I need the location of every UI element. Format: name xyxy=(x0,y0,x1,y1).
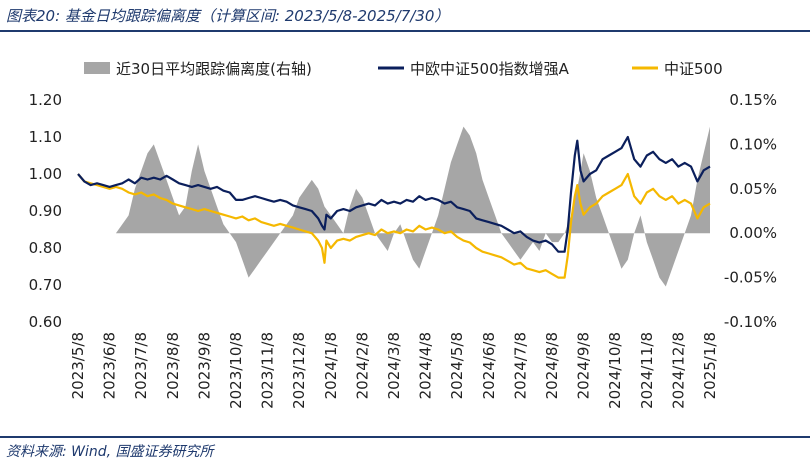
legend-label-index: 中证500 xyxy=(664,60,723,78)
x-axis-tick: 2024/4/8 xyxy=(417,332,435,399)
x-axis-tick: 2024/8/8 xyxy=(543,332,561,399)
right-axis-tick: -0.05% xyxy=(724,269,777,287)
x-axis-tick: 2024/7/8 xyxy=(511,332,529,399)
x-axis-tick: 2023/10/8 xyxy=(227,332,245,409)
series-area-tracking-deviation xyxy=(78,126,710,287)
right-axis-tick: 0.15% xyxy=(729,91,777,109)
x-axis-tick: 2023/12/8 xyxy=(290,332,308,409)
x-axis-tick: 2023/9/8 xyxy=(195,332,213,399)
x-axis-tick: 2023/11/8 xyxy=(259,332,277,409)
x-axis-tick: 2023/8/8 xyxy=(164,332,182,399)
x-axis-tick: 2023/7/8 xyxy=(132,332,150,399)
x-axis-tick: 2024/2/8 xyxy=(353,332,371,399)
left-axis-tick: 1.20 xyxy=(29,91,62,109)
x-axis-tick: 2024/3/8 xyxy=(385,332,403,399)
right-axis-tick: 0.05% xyxy=(729,180,777,198)
x-axis-tick: 2023/5/8 xyxy=(69,332,87,399)
left-axis-tick: 0.90 xyxy=(29,202,62,220)
left-axis-tick: 1.00 xyxy=(29,165,62,183)
right-axis-tick: 0.10% xyxy=(729,135,777,153)
left-axis-tick: 0.70 xyxy=(29,276,62,294)
x-axis-tick: 2023/6/8 xyxy=(101,332,119,399)
left-axis-tick: 1.10 xyxy=(29,128,62,146)
left-axis-tick: 0.80 xyxy=(29,239,62,257)
legend-label-tracking: 近30日平均跟踪偏离度(右轴) xyxy=(116,60,312,78)
left-axis-tick: 0.60 xyxy=(29,313,62,331)
legend-label-fund: 中欧中证500指数增强A xyxy=(410,60,570,78)
x-axis-tick: 2024/9/8 xyxy=(575,332,593,399)
x-axis-tick: 2024/11/8 xyxy=(638,332,656,409)
x-axis-tick: 2024/12/8 xyxy=(669,332,687,409)
source-note: 资料来源: Wind, 国盛证券研究所 xyxy=(6,444,214,460)
right-axis-tick: -0.10% xyxy=(724,313,777,331)
x-axis-tick: 2024/6/8 xyxy=(480,332,498,399)
figure-title: 图表20: 基金日均跟踪偏离度（计算区间: 2023/5/8-2025/7/30… xyxy=(6,7,450,25)
right-axis-tick: 0.00% xyxy=(729,224,777,242)
x-axis-tick: 2024/10/8 xyxy=(606,332,624,409)
x-axis-tick: 2024/1/8 xyxy=(322,332,340,399)
x-axis-tick: 2025/1/8 xyxy=(701,332,719,399)
series-line-fund xyxy=(77,135,711,253)
chart: 近30日平均跟踪偏离度(右轴) 中欧中证500指数增强A 中证500 0.60 0.70… xyxy=(29,60,777,409)
series-line-index xyxy=(77,172,711,279)
x-axis-tick: 2024/5/8 xyxy=(448,332,466,399)
legend-swatch-area xyxy=(84,62,110,74)
top-rule xyxy=(0,30,810,32)
bottom-rule xyxy=(0,436,810,438)
